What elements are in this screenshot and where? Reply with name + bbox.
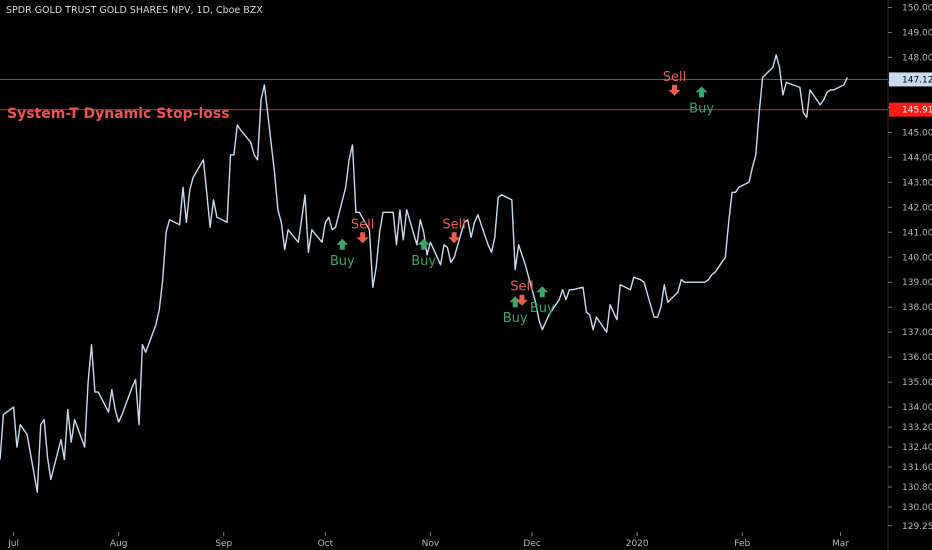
y-tick-label: 130.80 <box>902 483 932 493</box>
y-tick-label: 138.00 <box>902 303 932 313</box>
signal-markers: Buy Sell Buy Sell Buy Sell Buy Sell Buy <box>330 70 714 326</box>
buy-label: Buy <box>689 101 714 116</box>
sell-signal: Sell <box>351 217 374 244</box>
y-tick-label: 136.00 <box>902 353 932 363</box>
buy-arrow-icon <box>336 238 349 250</box>
buy-label: Buy <box>411 254 436 269</box>
sell-arrow-icon <box>668 84 681 96</box>
ticker-title: SPDR GOLD TRUST GOLD SHARES NPV, 1D, Cbo… <box>6 5 263 16</box>
buy-label: Buy <box>503 311 528 326</box>
time-axis[interactable]: Jul Aug Sep Oct Nov Dec 2020 Feb Mar <box>7 532 849 549</box>
y-tick-label: 137.00 <box>902 328 932 338</box>
buy-label: Buy <box>330 254 355 269</box>
y-tick-label: 150.00 <box>902 3 932 13</box>
x-tick-label: Sep <box>215 539 232 549</box>
sell-label: Sell <box>442 217 465 232</box>
y-tick-label: 141.00 <box>902 228 932 238</box>
stop-loss-price-tag-text: 145.91 <box>902 106 932 116</box>
y-tick-label: 130.00 <box>902 503 932 513</box>
y-tick-label: 140.00 <box>902 253 932 263</box>
sell-signal: Sell <box>442 217 466 244</box>
sell-label: Sell <box>663 70 686 85</box>
buy-signal: Buy <box>503 296 528 326</box>
y-tick-label: 135.00 <box>902 378 932 388</box>
price-axis[interactable]: 129.25 130.00 130.80 131.60 132.40 133.20 134.… <box>888 3 932 532</box>
sell-signal: Sell <box>510 280 534 306</box>
y-tick-label: 133.20 <box>902 423 932 433</box>
sell-label: Sell <box>351 217 374 232</box>
y-tick-label: 142.00 <box>902 203 932 213</box>
x-tick-label: Nov <box>422 539 440 549</box>
sell-arrow-icon <box>448 232 461 244</box>
stop-loss-label: System-T Dynamic Stop-loss <box>7 106 230 122</box>
x-tick-label: Dec <box>523 539 540 549</box>
buy-arrow-icon <box>509 296 522 308</box>
sell-signal: Sell <box>663 70 686 96</box>
y-tick-label: 134.00 <box>902 403 932 413</box>
y-tick-label: 131.60 <box>902 463 932 473</box>
current-price-tag <box>889 72 932 87</box>
y-tick-label: 129.25 <box>902 522 932 532</box>
x-tick-label: Oct <box>318 539 334 549</box>
y-tick-label: 144.00 <box>902 153 932 163</box>
buy-arrow-icon <box>417 238 430 250</box>
x-tick-label: Feb <box>734 539 750 549</box>
sell-arrow-icon <box>356 232 369 244</box>
buy-arrow-icon <box>695 86 708 98</box>
sell-label: Sell <box>510 280 533 295</box>
y-tick-label: 143.00 <box>902 178 932 188</box>
y-tick-label: 148.00 <box>902 53 932 63</box>
stop-loss-price-tag <box>889 102 932 117</box>
y-tick-label: 132.40 <box>902 443 932 453</box>
y-tick-label: 145.00 <box>902 128 932 138</box>
current-price-tag-text: 147.12 <box>902 75 932 85</box>
sell-arrow-icon <box>515 294 528 306</box>
x-tick-label: Jul <box>7 539 19 549</box>
x-tick-label: 2020 <box>626 539 649 549</box>
y-tick-label: 149.00 <box>902 28 932 38</box>
x-tick-label: Aug <box>110 539 128 549</box>
buy-arrow-icon <box>536 286 549 298</box>
buy-signal: Buy <box>411 238 436 269</box>
buy-signal: Buy <box>689 86 714 116</box>
buy-signal: Buy <box>530 286 555 316</box>
price-line <box>0 54 848 493</box>
x-tick-label: Mar <box>832 539 849 549</box>
buy-label: Buy <box>530 301 555 316</box>
y-tick-label: 139.00 <box>902 278 932 288</box>
buy-signal: Buy <box>330 238 355 269</box>
